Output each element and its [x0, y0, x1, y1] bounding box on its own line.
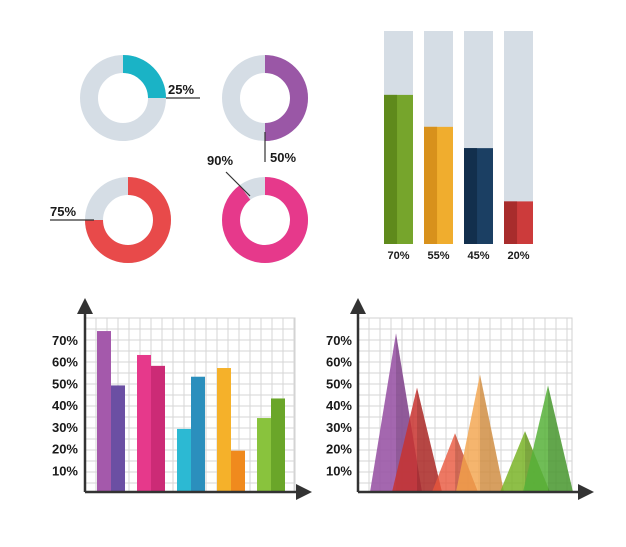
bar [137, 354, 151, 492]
y-axis-arrow [77, 298, 93, 314]
progress-label: 45% [467, 250, 489, 262]
axes [77, 298, 312, 500]
leader-line [225, 171, 251, 197]
triangle-area-chart: 70% 60% 50% 40% 30% 20% 10% [326, 298, 594, 500]
donut-arc [85, 177, 171, 263]
y-tick-label: 20% [52, 442, 78, 457]
y-tick-label: 70% [326, 333, 352, 348]
donut-arc [264, 55, 308, 141]
y-tick-label: 30% [326, 420, 352, 435]
y-axis-labels: 70% 60% 50% 40% 30% 20% 10% [326, 333, 352, 479]
progress-bar-shade [424, 126, 438, 244]
donut-value-label: 90% [207, 153, 233, 168]
donut-value-label: 75% [50, 204, 76, 219]
y-tick-label: 50% [326, 376, 352, 391]
donut-value-label: 25% [168, 82, 194, 97]
bar [191, 376, 205, 492]
axes [350, 298, 594, 500]
progress-bar-shade [504, 201, 518, 244]
y-axis-arrow [350, 298, 366, 314]
triangle-mark [456, 374, 504, 492]
bar [177, 428, 191, 492]
bar [231, 450, 245, 492]
y-tick-label: 20% [326, 442, 352, 457]
bar [111, 385, 125, 492]
donut-chart-50: 50% [222, 55, 308, 165]
grouped-bar-chart: 70% 60% 50% 40% 30% 20% 10% [52, 298, 312, 500]
x-axis-arrow [578, 484, 594, 500]
y-tick-label: 50% [52, 376, 78, 391]
progress-label: 55% [427, 250, 449, 262]
progress-label: 70% [387, 250, 409, 262]
donut-chart-75: 75% [50, 177, 171, 263]
y-tick-label: 10% [326, 463, 352, 478]
donut-chart-90: 90% [207, 153, 308, 263]
progress-bar-shade [464, 148, 478, 244]
triangle-shade [417, 387, 442, 492]
y-axis-labels: 70% 60% 50% 40% 30% 20% 10% [52, 333, 78, 479]
triangle-mark [392, 387, 442, 492]
y-tick-label: 40% [326, 398, 352, 413]
y-tick-label: 30% [52, 420, 78, 435]
bar [97, 331, 111, 492]
triangle-mark [523, 385, 573, 492]
donut-arc [222, 177, 308, 263]
triangle-shade [548, 385, 573, 492]
triangle-shade [480, 374, 504, 492]
bar [151, 365, 165, 492]
donut-chart-25: 25% [80, 55, 200, 141]
bar [257, 418, 271, 492]
progress-bar-chart: 70% 55% 45% 20% [384, 31, 533, 262]
x-axis-arrow [296, 484, 312, 500]
triangle-series [370, 333, 573, 492]
y-tick-label: 70% [52, 333, 78, 348]
y-tick-label: 40% [52, 398, 78, 413]
y-tick-label: 60% [326, 355, 352, 370]
progress-label: 20% [507, 250, 529, 262]
y-tick-label: 60% [52, 355, 78, 370]
donut-arc [122, 55, 166, 99]
donut-value-label: 50% [270, 150, 296, 165]
bar [271, 398, 285, 492]
y-tick-label: 10% [52, 463, 78, 478]
bar [217, 368, 231, 492]
bar-series [97, 331, 285, 492]
progress-bar-shade [384, 94, 398, 245]
